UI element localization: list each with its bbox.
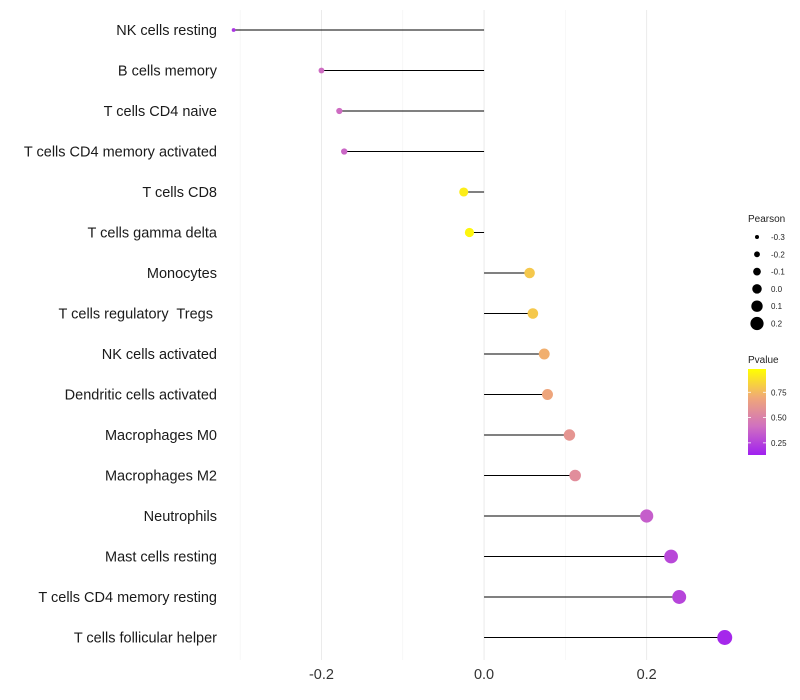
stem-layer <box>233 29 725 638</box>
pearson-legend-label: 0.0 <box>771 285 783 294</box>
y-label-t-cells-cd4-memory-resting: T cells CD4 memory resting <box>38 590 217 606</box>
point-t-cells-cd4-naive <box>336 107 343 115</box>
y-label-macrophages-m0: Macrophages M0 <box>105 428 217 444</box>
x-tick-label: -0.2 <box>309 667 334 683</box>
y-label-neutrophils: Neutrophils <box>144 509 217 525</box>
y-label-b-cells-memory: B cells memory <box>118 64 218 80</box>
pvalue-legend-label: 0.75 <box>771 388 787 397</box>
pearson-legend-label: -0.1 <box>771 268 785 277</box>
point-macrophages-m0 <box>563 429 576 441</box>
y-label-mast-cells-resting: Mast cells resting <box>105 550 217 566</box>
y-label-monocytes: Monocytes <box>147 266 217 282</box>
y-label-t-cells-regulatory-tregs: T cells regulatory Tregs <box>59 307 218 323</box>
point-nk-cells-resting <box>231 28 236 32</box>
y-label-macrophages-m2: Macrophages M2 <box>105 469 217 485</box>
pearson-legend-key <box>753 267 761 276</box>
point-t-cells-cd8 <box>459 187 469 197</box>
point-b-cells-memory <box>318 67 325 74</box>
pearson-legend-label: 0.1 <box>771 302 783 311</box>
point-t-cells-gamma-delta <box>464 227 475 238</box>
pearson-legend-label: -0.3 <box>771 233 785 242</box>
pearson-legend-key <box>750 316 764 331</box>
y-axis-labels: NK cells resting B cells memory T cells CD… <box>24 23 218 647</box>
point-t-cells-follicular-helper <box>717 630 733 645</box>
pearson-legend-label: -0.2 <box>771 250 785 259</box>
point-layer <box>231 28 733 645</box>
point-t-cells-regulatory-tregs <box>527 308 539 319</box>
point-macrophages-m2 <box>569 469 581 482</box>
pearson-legend-key <box>754 251 760 258</box>
x-tick-label: 0.2 <box>637 667 657 683</box>
x-tick-label: 0.0 <box>474 667 494 683</box>
pearson-legend-key <box>751 300 763 312</box>
point-t-cells-cd4-memory-resting <box>672 590 687 604</box>
pearson-legend-key <box>752 284 762 294</box>
y-label-t-cells-gamma-delta: T cells gamma delta <box>88 226 218 242</box>
y-label-t-cells-cd4-memory-activated: T cells CD4 memory activated <box>24 145 217 161</box>
pvalue-legend-label: 0.25 <box>771 439 787 448</box>
pearson-legend: Pearson -0.3 -0.2 -0.1 0.0 0.1 0.2 <box>748 214 785 331</box>
pvalue-colorbar <box>748 369 766 455</box>
point-dendritic-cells-activated <box>542 389 553 400</box>
point-mast-cells-resting <box>664 549 678 564</box>
point-monocytes <box>524 267 535 279</box>
point-nk-cells-activated <box>538 348 550 360</box>
pearson-legend-key <box>755 235 759 239</box>
pvalue-legend: Pvalue 0.25 0.50 0.75 <box>748 355 787 455</box>
point-neutrophils <box>640 509 654 523</box>
y-label-nk-cells-resting: NK cells resting <box>116 23 217 39</box>
y-label-t-cells-cd4-naive: T cells CD4 naive <box>104 104 217 120</box>
pearson-legend-title: Pearson <box>748 214 785 225</box>
y-label-t-cells-cd8: T cells CD8 <box>142 185 217 201</box>
pvalue-legend-label: 0.50 <box>771 414 787 423</box>
grid-layer <box>239 10 648 660</box>
pvalue-legend-title: Pvalue <box>748 355 779 366</box>
y-label-nk-cells-activated: NK cells activated <box>102 347 217 363</box>
x-axis-ticks: -0.2 0.0 0.2 <box>309 667 657 683</box>
point-t-cells-cd4-memory-activated <box>341 148 348 155</box>
pearson-legend-label: 0.2 <box>771 320 783 329</box>
y-label-dendritic-cells-activated: Dendritic cells activated <box>65 388 217 404</box>
y-label-t-cells-follicular-helper: T cells follicular helper <box>74 631 217 647</box>
